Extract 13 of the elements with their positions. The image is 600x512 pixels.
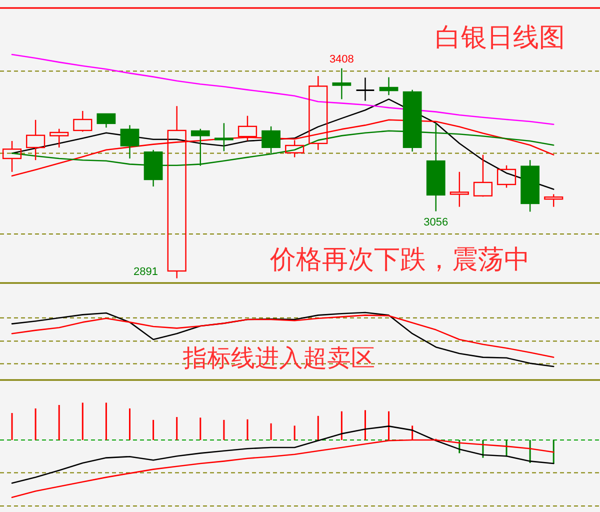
annotation: 2891	[134, 266, 158, 278]
candlestick	[96, 113, 116, 128]
candlestick	[120, 124, 140, 160]
candlestick	[356, 77, 375, 102]
candlestick	[450, 171, 469, 208]
candlestick	[214, 122, 234, 152]
candlestick	[26, 119, 46, 161]
candlestick	[332, 68, 352, 100]
annotation: 价格再次下跌，震荡中	[269, 244, 530, 274]
chart-title: 白银日线图	[435, 22, 565, 52]
candlestick	[379, 76, 398, 96]
annotation: 3056	[424, 216, 448, 228]
annotation: 3408	[329, 53, 354, 66]
